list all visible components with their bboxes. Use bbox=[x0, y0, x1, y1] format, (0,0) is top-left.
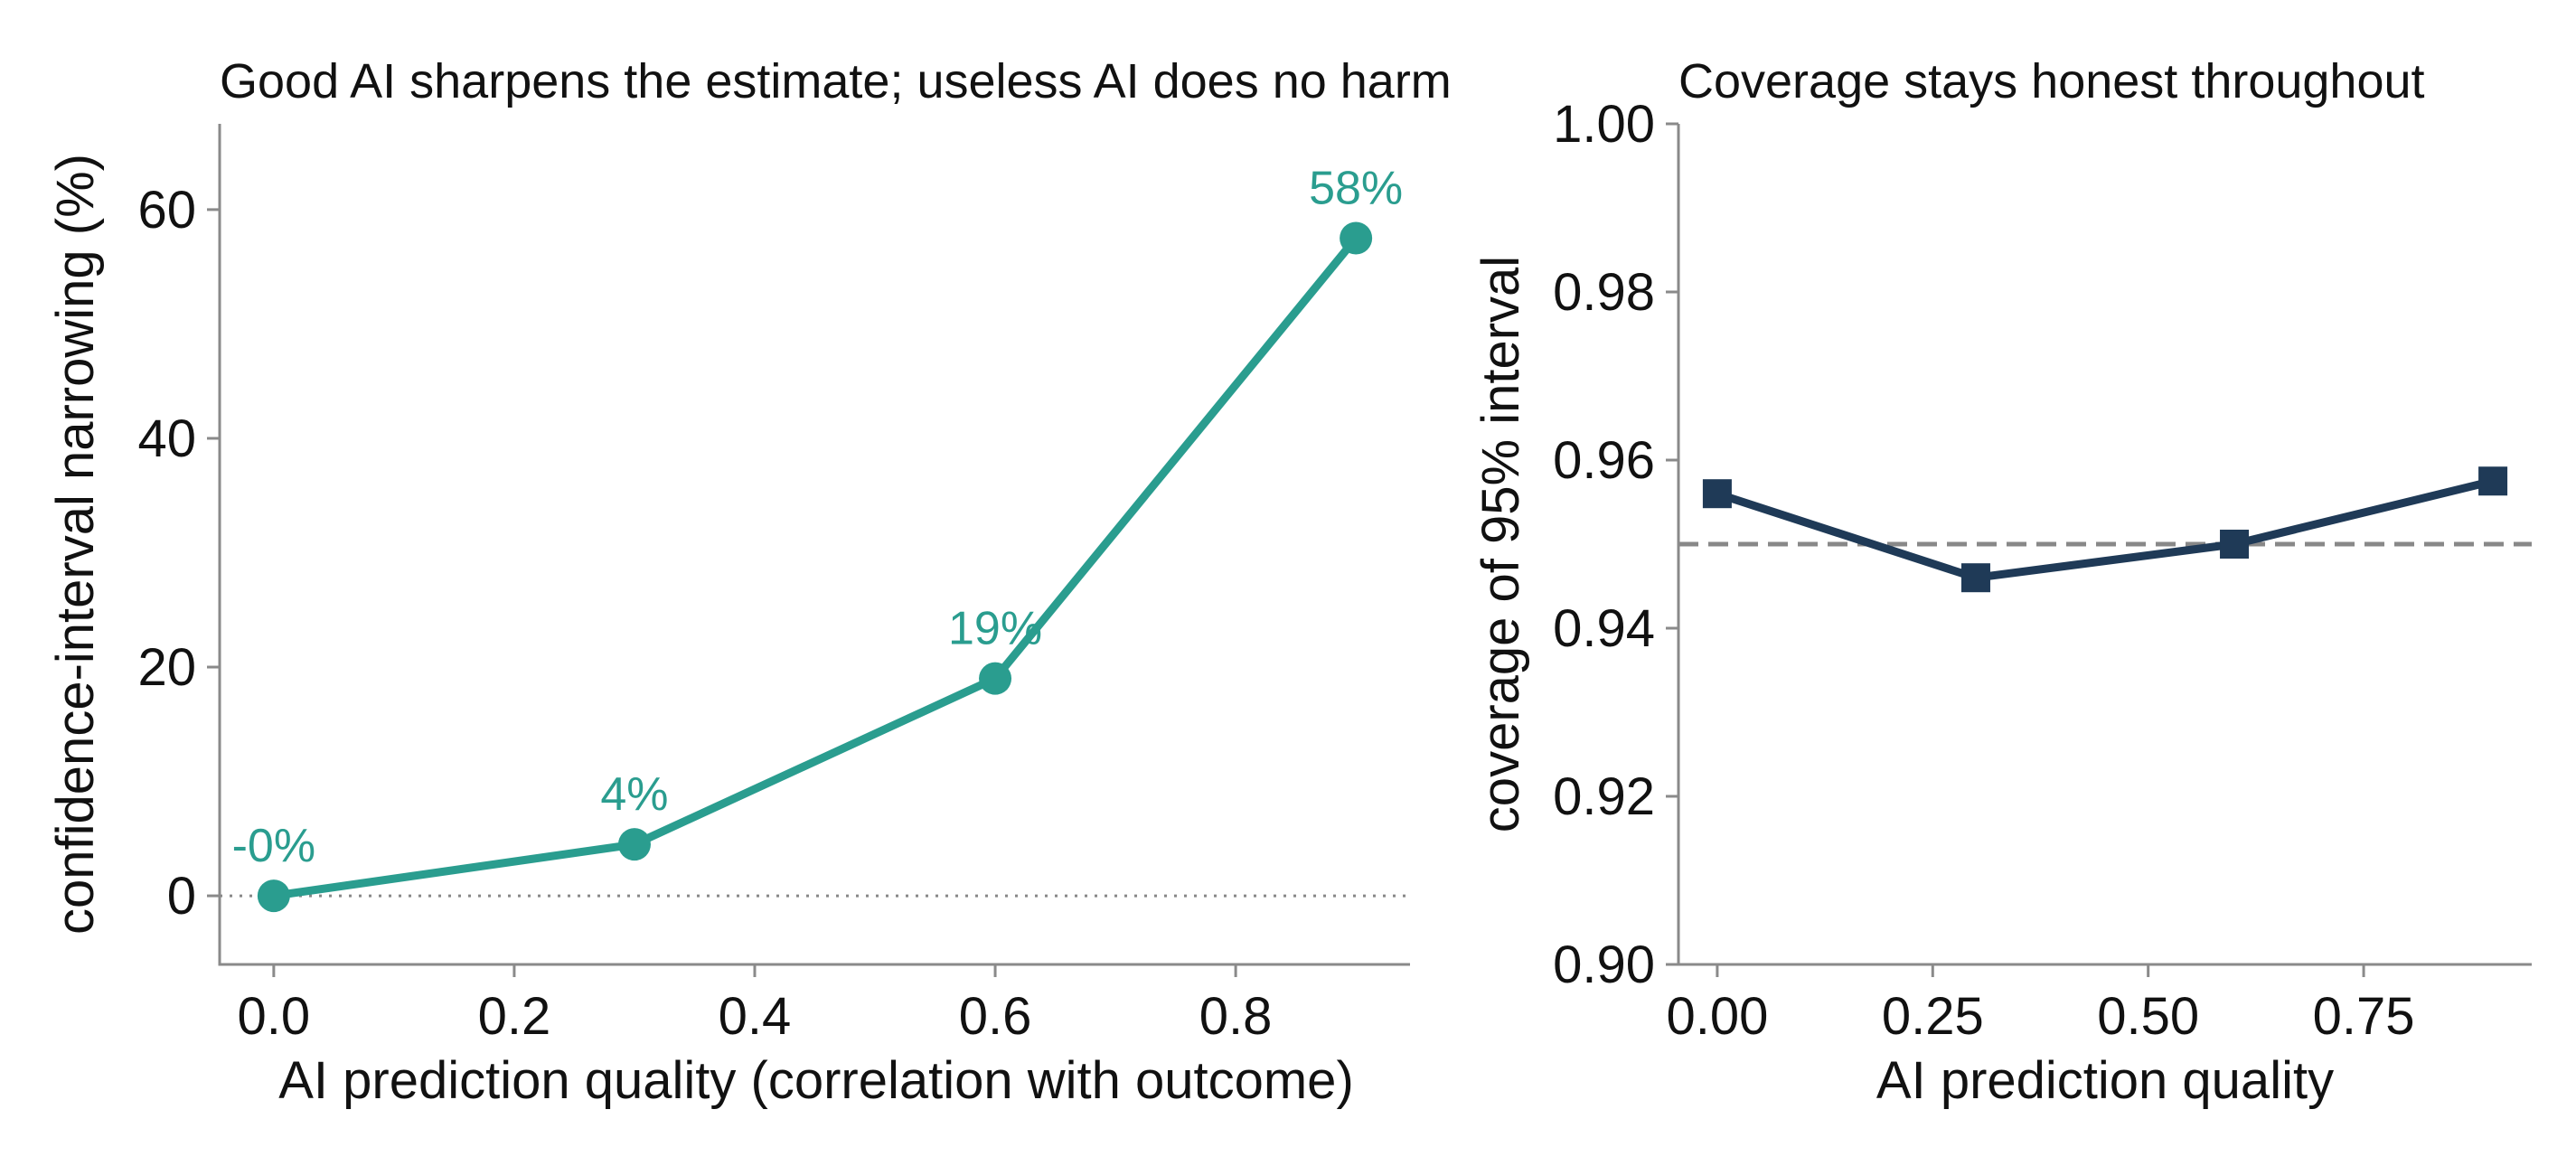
y-tick-label: 0.96 bbox=[1553, 431, 1655, 490]
chart-narrowing: Good AI sharpens the estimate; useless A… bbox=[46, 54, 1452, 1110]
x-tick-label: 0.6 bbox=[959, 987, 1032, 1046]
y-tick-label: 0.90 bbox=[1553, 936, 1655, 994]
data-label: 58% bbox=[1309, 163, 1403, 215]
y-tick-label: 0.98 bbox=[1553, 263, 1655, 322]
data-point bbox=[1340, 221, 1373, 255]
x-tick-label: 0.8 bbox=[1199, 987, 1273, 1046]
x-tick-label: 0.50 bbox=[2097, 987, 2199, 1046]
x-tick-label: 0.4 bbox=[719, 987, 792, 1046]
data-point bbox=[979, 662, 1012, 695]
data-point bbox=[1960, 563, 1990, 593]
chart-title: Coverage stays honest throughout bbox=[1678, 54, 2425, 108]
y-tick-label: 0.94 bbox=[1553, 599, 1655, 658]
axis-spines bbox=[218, 124, 1410, 966]
data-point bbox=[2220, 530, 2250, 559]
series-line bbox=[1713, 476, 2497, 582]
x-tick-label: 0.0 bbox=[238, 987, 311, 1046]
x-ticks: 0.0 0.2 0.4 0.6 0.8 bbox=[238, 964, 1273, 1046]
series-layer bbox=[1702, 466, 2508, 593]
data-point bbox=[2478, 466, 2508, 496]
y-ticks: 0 20 40 60 bbox=[137, 181, 220, 926]
data-point bbox=[617, 828, 651, 861]
y-axis-label: confidence-interval narrowing (%) bbox=[46, 154, 105, 935]
y-tick-label: 60 bbox=[137, 181, 196, 240]
data-point bbox=[1702, 479, 1732, 509]
x-tick-label: 0.75 bbox=[2313, 987, 2415, 1046]
x-axis-label: AI prediction quality (correlation with … bbox=[278, 1051, 1354, 1110]
data-label: -0% bbox=[232, 820, 315, 872]
data-label: 19% bbox=[948, 603, 1042, 655]
series-layer: -0% 4% 19% 58% bbox=[232, 163, 1403, 913]
x-ticks: 0.00 0.25 0.50 0.75 bbox=[1666, 964, 2415, 1046]
chart-title: Good AI sharpens the estimate; useless A… bbox=[220, 54, 1452, 108]
y-axis-label: coverage of 95% interval bbox=[1471, 256, 1530, 832]
data-point bbox=[257, 879, 290, 913]
x-tick-label: 0.2 bbox=[478, 987, 551, 1046]
y-tick-label: 20 bbox=[137, 638, 196, 697]
y-tick-label: 0.92 bbox=[1553, 767, 1655, 826]
x-axis-label: AI prediction quality bbox=[1876, 1051, 2334, 1110]
y-tick-label: 0 bbox=[167, 867, 196, 926]
series-line bbox=[269, 234, 1360, 900]
data-label: 4% bbox=[600, 768, 668, 821]
y-tick-label: 40 bbox=[137, 409, 196, 468]
y-ticks: 0.90 0.92 0.94 0.96 0.98 1.00 bbox=[1553, 95, 1678, 994]
x-tick-label: 0.00 bbox=[1666, 987, 1768, 1046]
x-tick-label: 0.25 bbox=[1882, 987, 1984, 1046]
y-tick-label: 1.00 bbox=[1553, 95, 1655, 154]
chart-coverage: Coverage stays honest throughout 0.00 0.2… bbox=[1471, 54, 2532, 1110]
